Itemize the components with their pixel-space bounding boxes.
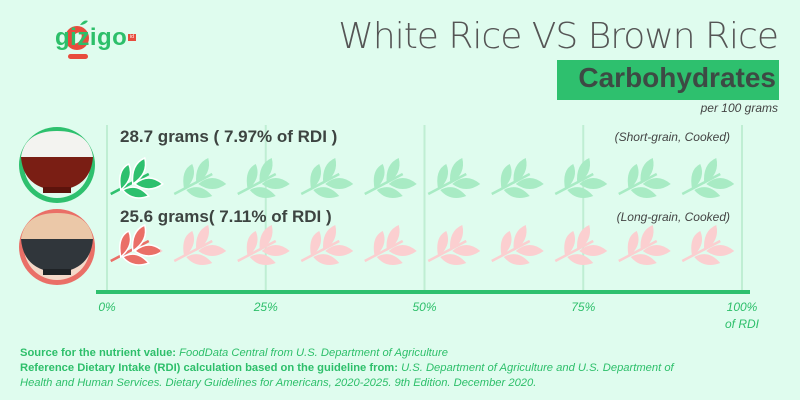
leaf-icon-faded: [236, 223, 291, 267]
x-axis-line: [96, 290, 750, 294]
tick-label: 0%: [98, 300, 116, 314]
white-rice-variety: (Short-grain, Cooked): [614, 130, 730, 144]
leaf-icon-faded: [427, 223, 482, 267]
leaf-icon-faded: [300, 156, 355, 200]
leaf-icon-faded: [173, 223, 228, 267]
leaf-icon-faded: [300, 223, 355, 267]
nutrient-title: Carbohydrates: [578, 62, 776, 93]
tick-unit-label: of RDI: [725, 317, 760, 331]
leaf-icon-faded: [427, 156, 482, 200]
tick-label: 25%: [253, 300, 278, 314]
brown-rice-bowl-icon: [19, 209, 95, 285]
basis-note: per 100 grams: [700, 101, 778, 115]
footer-sources: Source for the nutrient value: FoodData …: [20, 346, 680, 391]
page-title: White Rice VS Brown Rice: [338, 16, 779, 57]
leaf-icon-faded: [490, 156, 545, 200]
leaf-icon-faded: [363, 156, 418, 200]
white-rice-value-label: 28.7 grams ( 7.97% of RDI ): [120, 127, 338, 146]
leaf-icon-faded: [681, 156, 736, 200]
leaf-icon-filled: [109, 156, 164, 200]
source-label: Source for the nutrient value:: [20, 347, 177, 359]
gizigo-logo: [65, 20, 89, 59]
leaf-icon-faded: [681, 223, 736, 267]
leaf-icon-faded: [173, 156, 228, 200]
leaf-icon-faded: [363, 223, 418, 267]
series-1: [109, 223, 736, 267]
leaf-icon-faded: [554, 156, 609, 200]
logo-text: gizigo: [55, 24, 128, 51]
brown-rice-variety: (Long-grain, Cooked): [616, 210, 730, 224]
leaf-icon-faded: [490, 223, 545, 267]
rdi-label: Reference Dietary Intake (RDI) calculati…: [20, 362, 398, 374]
brown-rice-value-label: 25.6 grams( 7.11% of RDI ): [120, 207, 332, 226]
nutrient-banner: [557, 60, 779, 100]
series-0: [109, 156, 736, 200]
rice-bowls: [19, 127, 95, 285]
leaf-icon-faded: [617, 156, 672, 200]
rdi-text: U.S. Department of Agriculture and U.S. …: [20, 362, 674, 389]
logo-badge: id: [128, 34, 136, 41]
leaf-icon-filled: [109, 223, 161, 267]
leaf-icon-faded: [554, 223, 609, 267]
leaf-icon-faded: [236, 156, 291, 200]
tick-label: 100%: [727, 300, 758, 314]
white-rice-bowl-icon: [19, 127, 95, 203]
source-text: FoodData Central from U.S. Department of…: [179, 347, 448, 359]
tick-label: 75%: [571, 300, 595, 314]
leaf-icon-faded: [617, 223, 672, 267]
tick-label: 50%: [412, 300, 436, 314]
